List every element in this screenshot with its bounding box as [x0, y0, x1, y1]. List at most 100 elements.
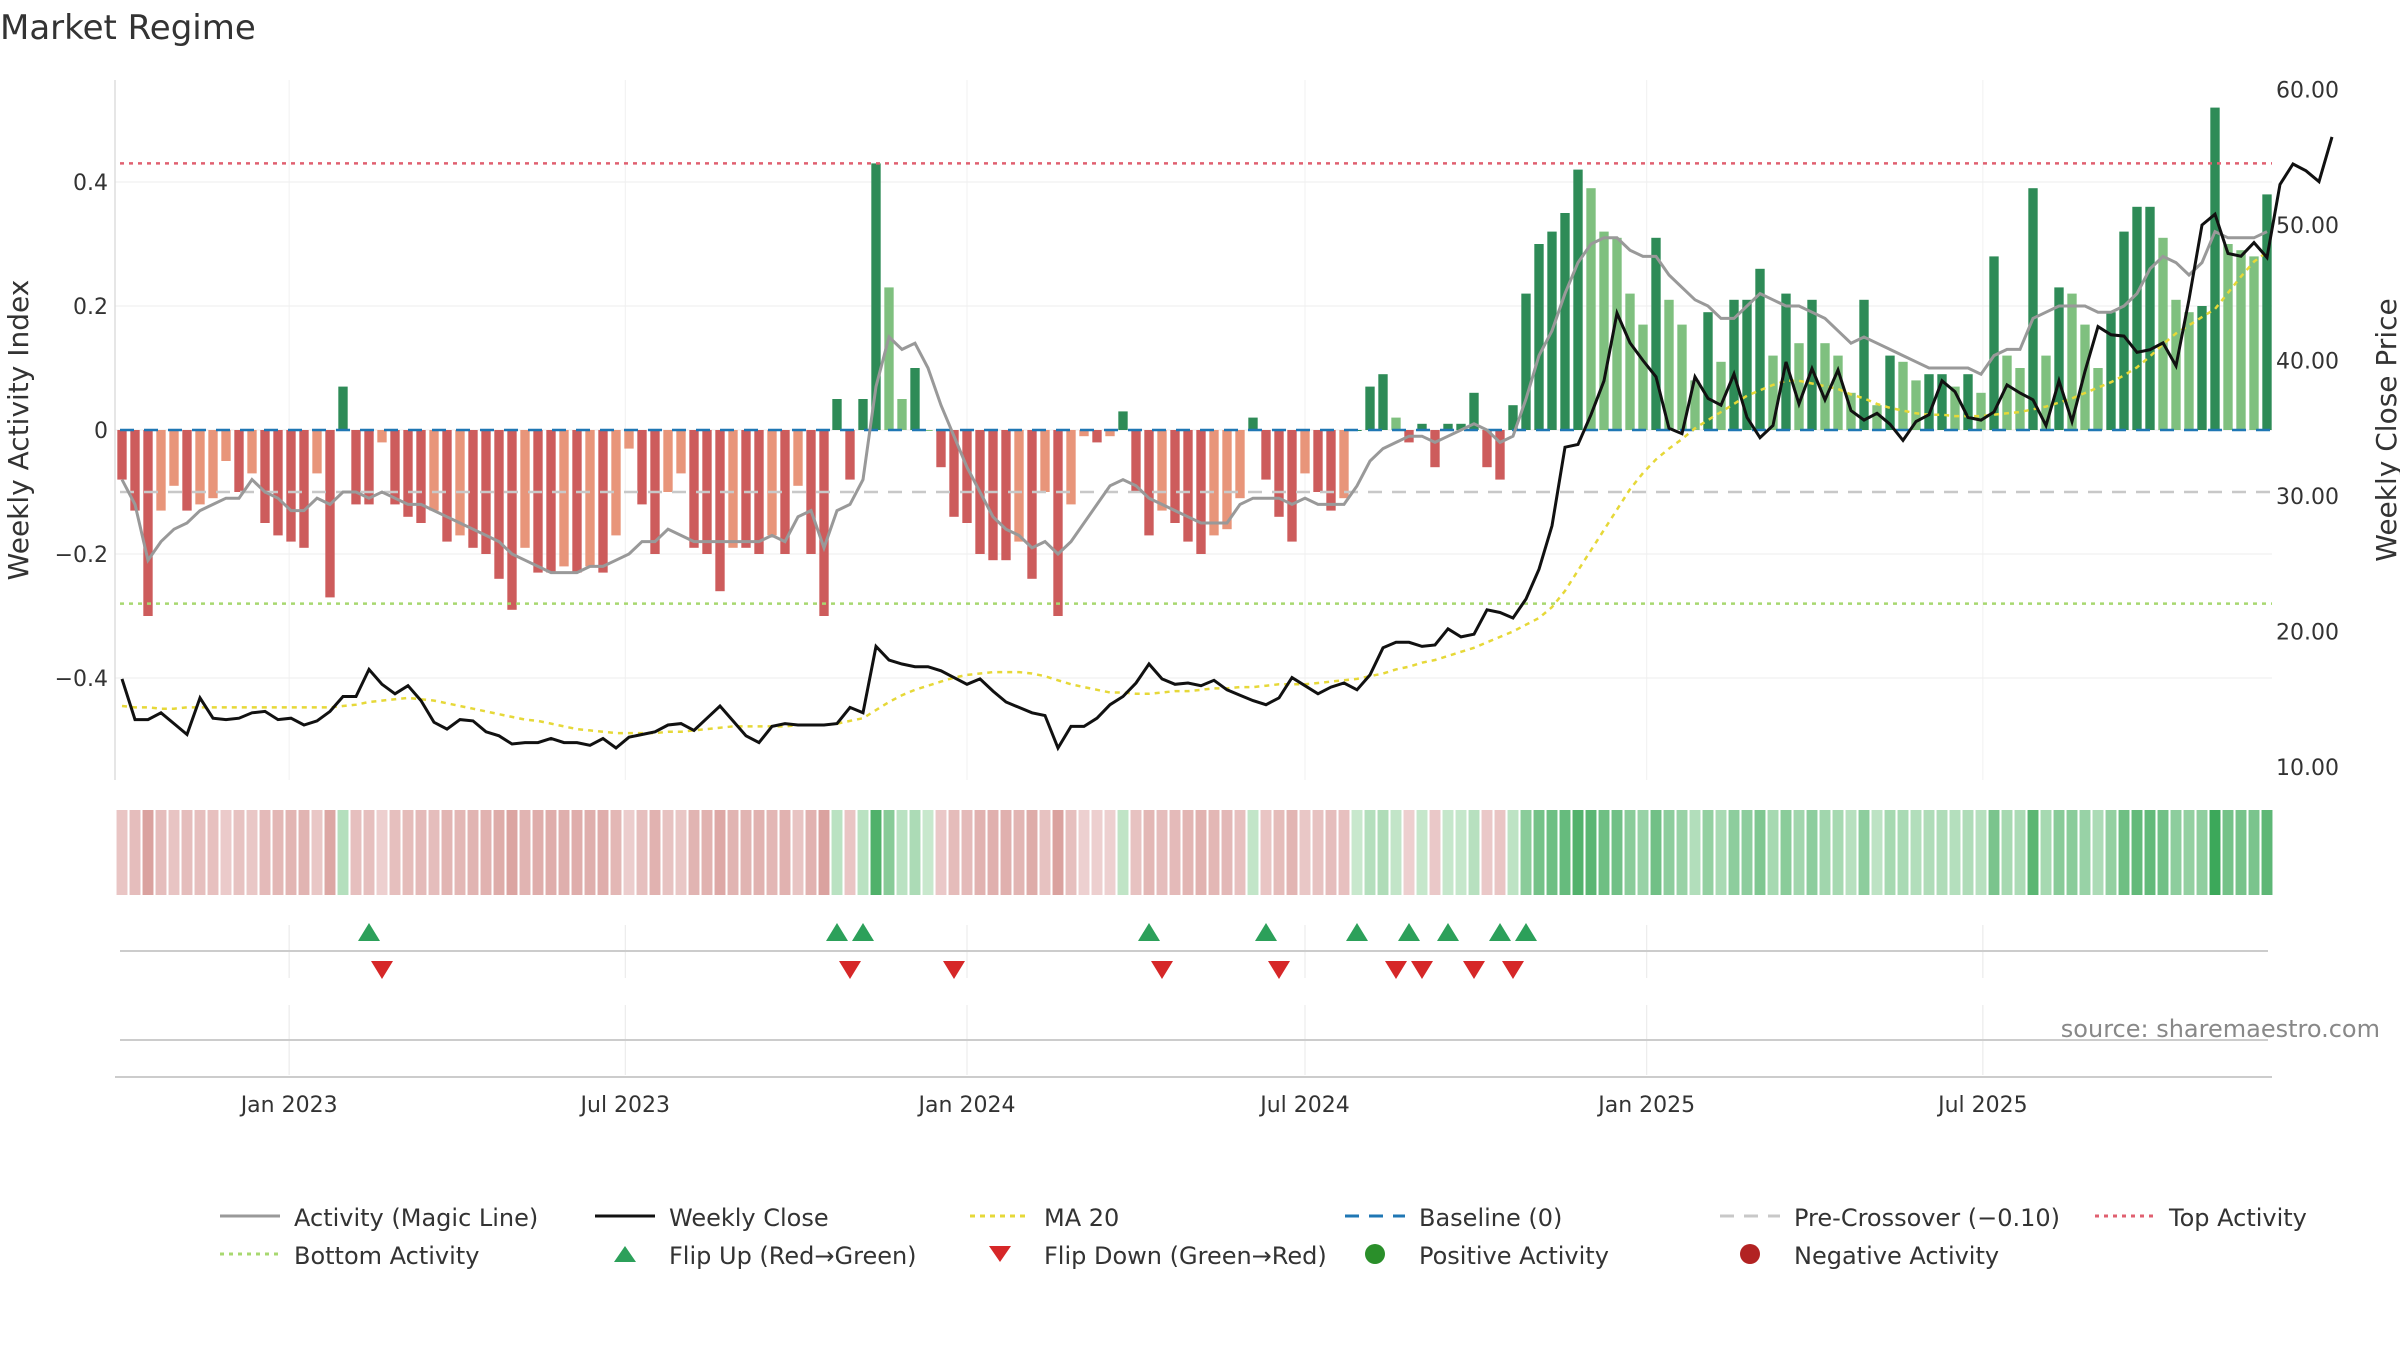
regime-band-cell — [1910, 810, 1922, 895]
regime-band-cell — [2196, 810, 2208, 895]
regime-band-cell — [1169, 810, 1181, 895]
regime-band-cell — [909, 810, 921, 895]
regime-band-cell — [298, 810, 310, 895]
activity-bar — [2158, 237, 2168, 430]
activity-bar — [2002, 355, 2012, 430]
activity-bar — [988, 430, 998, 561]
regime-band-cell — [1143, 810, 1155, 895]
regime-band-cell — [948, 810, 960, 895]
regime-band-cell — [1065, 810, 1077, 895]
activity-bar — [1469, 392, 1479, 430]
flip-up-marker — [1437, 923, 1459, 941]
activity-bar — [585, 430, 595, 567]
regime-band-cell — [792, 810, 804, 895]
flip-down-marker — [1502, 961, 1524, 979]
activity-bar — [221, 430, 231, 461]
activity-bar — [390, 430, 400, 505]
regime-band-cell — [2157, 810, 2169, 895]
flip-down-marker — [1411, 961, 1433, 979]
activity-bar — [130, 430, 140, 511]
activity-bar — [1417, 423, 1427, 430]
reference-lines — [120, 162, 2272, 605]
regime-band-cell — [2079, 810, 2091, 895]
activity-bar — [1183, 430, 1193, 542]
regime-band-cell — [246, 810, 258, 895]
magic-line — [120, 229, 2268, 575]
regime-band-cell — [1533, 810, 1545, 895]
dotted-line-icon — [220, 1242, 294, 1270]
activity-bar — [260, 430, 270, 523]
regime-band-cell — [1611, 810, 1623, 895]
x-tick-label: Jan 2024 — [917, 1093, 1016, 1118]
regime-band-cell — [922, 810, 934, 895]
legend-label: Negative Activity — [1794, 1242, 2000, 1270]
regime-band-cell — [181, 810, 193, 895]
regime-band-cell — [1572, 810, 1584, 895]
activity-bar — [1027, 430, 1037, 579]
activity-bar — [1625, 293, 1635, 430]
regime-band-cell — [857, 810, 869, 895]
regime-band-cell — [337, 810, 349, 895]
activity-bar — [663, 430, 673, 492]
regime-band-cell — [1364, 810, 1376, 895]
regime-band-cell — [558, 810, 570, 895]
activity-bar — [1430, 430, 1440, 468]
activity-bar — [1794, 343, 1804, 430]
activity-bar — [299, 430, 309, 548]
activity-bar — [2106, 312, 2116, 430]
legend-label: Positive Activity — [1419, 1242, 1609, 1270]
activity-bar — [767, 430, 777, 536]
activity-bar — [858, 399, 868, 430]
circle-icon — [1345, 1242, 1419, 1270]
regime-band-cell — [2014, 810, 2026, 895]
legend-label: Pre-Crossover (−0.10) — [1794, 1204, 2061, 1232]
activity-bar — [247, 430, 257, 474]
regime-band-cell — [1689, 810, 1701, 895]
regime-band-cell — [116, 810, 128, 895]
regime-band-cell — [2235, 810, 2247, 895]
activity-bar — [182, 430, 192, 511]
line-series — [120, 136, 2334, 752]
regime-band-cell — [1494, 810, 1506, 895]
circle-icon — [1720, 1242, 1794, 1270]
regime-band-cell — [1455, 810, 1467, 895]
regime-band-cell — [636, 810, 648, 895]
regime-band-cell — [454, 810, 466, 895]
legend-item-flipdown: Flip Down (Green→Red) — [970, 1238, 1327, 1274]
regime-band-cell — [1026, 810, 1038, 895]
activity-bar — [780, 430, 790, 554]
regime-band-cell — [1286, 810, 1298, 895]
regime-band-cell — [441, 810, 453, 895]
regime-band-cell — [961, 810, 973, 895]
activity-bar — [2197, 306, 2207, 430]
legend-label: Baseline (0) — [1419, 1204, 1563, 1232]
flip-down-marker — [1385, 961, 1407, 979]
regime-band-cell — [1221, 810, 1233, 895]
activity-bar — [1287, 430, 1297, 542]
y-left-axis-label: Weekly Activity Index — [2, 280, 35, 581]
activity-bar — [1963, 374, 1973, 430]
activity-bar — [2080, 324, 2090, 430]
regime-band-cell — [2053, 810, 2065, 895]
x-tick-label: Jan 2025 — [1596, 1093, 1695, 1118]
activity-bar — [1508, 405, 1518, 430]
regime-band-cell — [2170, 810, 2182, 895]
flip-up-marker — [1398, 923, 1420, 941]
regime-band-cell — [142, 810, 154, 895]
activity-bar — [1768, 355, 1778, 430]
activity-bar — [1612, 237, 1622, 430]
activity-bar — [1014, 430, 1024, 542]
activity-bar — [1222, 430, 1232, 530]
regime-band-cell — [1546, 810, 1558, 895]
activity-bar — [1820, 343, 1830, 430]
activity-bar — [156, 430, 166, 511]
regime-band-cell — [2248, 810, 2260, 895]
legend-label: MA 20 — [1044, 1204, 1120, 1232]
regime-band-cell — [1182, 810, 1194, 895]
activity-bar — [2132, 206, 2142, 430]
legend-label: Top Activity — [2169, 1204, 2307, 1232]
activity-bar — [1729, 299, 1739, 430]
flip-up-marker — [1138, 923, 1160, 941]
activity-bar — [1495, 430, 1505, 480]
y-right-axis-label: Weekly Close Price — [2370, 298, 2400, 561]
